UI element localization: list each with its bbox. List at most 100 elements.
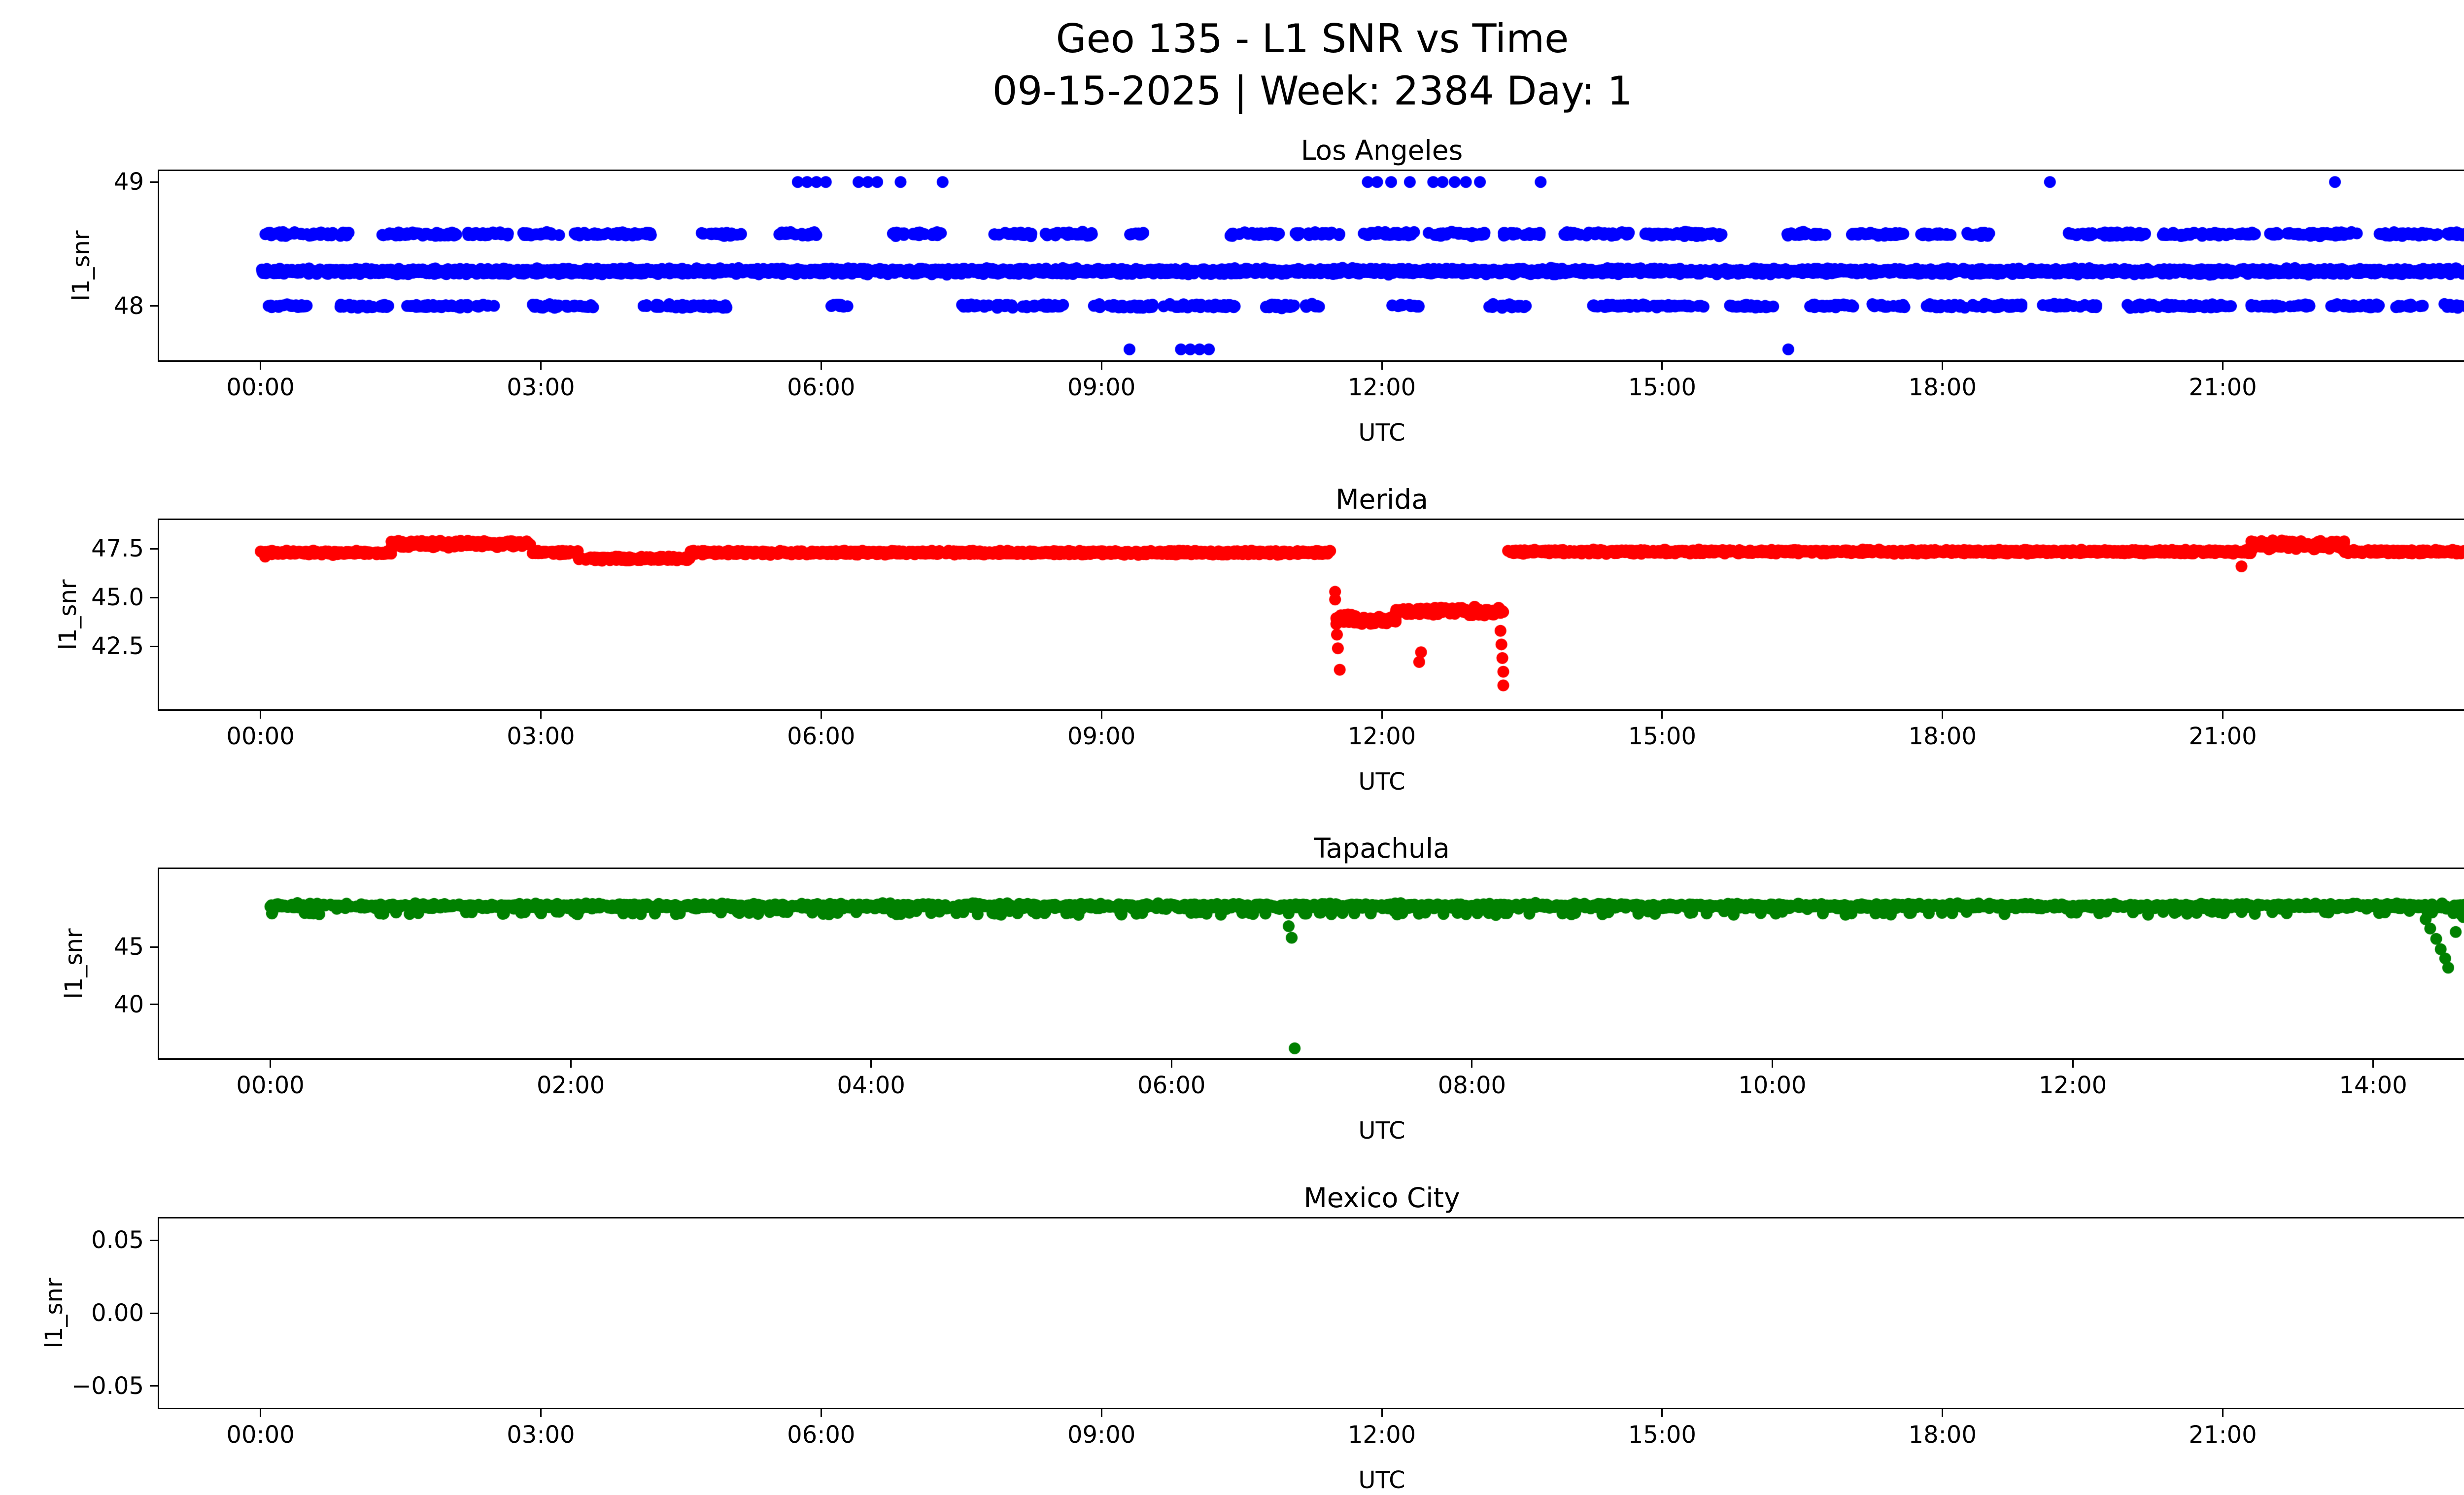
x-tick-mark <box>1942 362 1944 370</box>
x-tick-label: 00:00 <box>2444 723 2464 750</box>
x-tick-mark <box>870 1060 872 1068</box>
x-tick-mark <box>570 1060 572 1068</box>
y-tick-mark <box>150 1312 158 1314</box>
x-tick-mark <box>1381 711 1383 719</box>
y-tick-label: 48 <box>113 292 144 320</box>
y-tick-mark <box>150 181 158 183</box>
figure-title-line1: Geo 135 - L1 SNR vs Time <box>1056 16 1569 62</box>
x-tick-label: 06:00 <box>787 1421 856 1449</box>
x-tick-mark <box>540 711 542 719</box>
x-tick-mark <box>1942 1409 1944 1417</box>
x-tick-mark <box>1471 1060 1473 1068</box>
x-tick-mark <box>1942 711 1944 719</box>
x-tick-label: 00:00 <box>226 723 295 750</box>
x-tick-mark <box>820 362 822 370</box>
x-tick-label: 06:00 <box>787 723 856 750</box>
y-tick-mark <box>150 305 158 307</box>
subplot-title: Merida <box>1335 484 1428 515</box>
scatter-canvas <box>159 171 2464 360</box>
y-tick-label: 42.5 <box>91 632 144 661</box>
x-axis-label: UTC <box>1358 419 1405 447</box>
x-tick-label: 15:00 <box>1628 1421 1696 1449</box>
y-tick-label: 49 <box>113 168 144 196</box>
x-tick-label: 06:00 <box>1137 1072 1206 1099</box>
x-tick-label: 10:00 <box>1738 1072 1807 1099</box>
x-tick-label: 12:00 <box>2038 1072 2107 1099</box>
y-tick-label: 45 <box>113 933 144 961</box>
y-axis-label: l1_snr <box>68 230 95 301</box>
y-tick-label: 40 <box>113 990 144 1018</box>
x-tick-label: 00:00 <box>226 1421 295 1449</box>
x-tick-label: 09:00 <box>1067 1421 1136 1449</box>
x-axis-label: UTC <box>1358 768 1405 796</box>
x-tick-mark <box>1381 362 1383 370</box>
x-tick-label: 04:00 <box>837 1072 905 1099</box>
subplot-title: Tapachula <box>1314 833 1450 864</box>
subplot-title: Los Angeles <box>1300 135 1463 166</box>
figure-title: Geo 135 - L1 SNR vs Time 09-15-2025 | We… <box>0 13 2464 117</box>
x-tick-label: 09:00 <box>1067 723 1136 750</box>
x-tick-label: 00:00 <box>2444 1421 2464 1449</box>
x-tick-label: 12:00 <box>1347 374 1416 401</box>
x-tick-label: 18:00 <box>1908 374 1977 401</box>
plot-area <box>158 170 2464 362</box>
x-axis-label: UTC <box>1358 1117 1405 1145</box>
x-tick-label: 03:00 <box>507 1421 575 1449</box>
scatter-canvas <box>159 1218 2464 1408</box>
x-tick-label: 21:00 <box>2189 723 2257 750</box>
x-tick-mark <box>540 1409 542 1417</box>
x-tick-mark <box>820 1409 822 1417</box>
plot-area <box>158 519 2464 711</box>
x-tick-label: 14:00 <box>2339 1072 2407 1099</box>
subplot-title: Mexico City <box>1303 1182 1460 1214</box>
x-tick-mark <box>1100 362 1102 370</box>
y-tick-label: 45.0 <box>91 584 144 612</box>
y-tick-mark <box>150 946 158 948</box>
x-tick-mark <box>2372 1060 2374 1068</box>
plot-area <box>158 868 2464 1060</box>
x-tick-mark <box>1100 711 1102 719</box>
x-tick-mark <box>1381 1409 1383 1417</box>
x-axis-label: UTC <box>1358 1466 1405 1494</box>
y-tick-mark <box>150 1004 158 1006</box>
x-tick-label: 00:00 <box>226 374 295 401</box>
x-tick-mark <box>2222 711 2224 719</box>
x-tick-mark <box>1661 362 1663 370</box>
x-tick-mark <box>2222 1409 2224 1417</box>
x-tick-mark <box>1771 1060 1773 1068</box>
x-tick-mark <box>2072 1060 2074 1068</box>
x-tick-mark <box>2222 362 2224 370</box>
y-tick-label: −0.05 <box>71 1372 144 1400</box>
x-tick-label: 08:00 <box>1437 1072 1506 1099</box>
x-tick-mark <box>260 362 262 370</box>
x-tick-mark <box>540 362 542 370</box>
figure-title-line2: 09-15-2025 | Week: 2384 Day: 1 <box>992 68 1633 114</box>
y-tick-mark <box>150 1239 158 1241</box>
x-tick-mark <box>260 1409 262 1417</box>
plot-area <box>158 1217 2464 1409</box>
x-tick-label: 15:00 <box>1628 374 1696 401</box>
x-tick-label: 12:00 <box>1347 1421 1416 1449</box>
y-tick-mark <box>150 645 158 647</box>
x-tick-label: 03:00 <box>507 374 575 401</box>
y-tick-mark <box>150 596 158 598</box>
x-tick-label: 02:00 <box>536 1072 605 1099</box>
y-tick-label: 47.5 <box>91 535 144 563</box>
x-tick-label: 18:00 <box>1908 723 1977 750</box>
x-tick-label: 09:00 <box>1067 374 1136 401</box>
x-tick-label: 15:00 <box>1628 723 1696 750</box>
x-tick-mark <box>1661 711 1663 719</box>
x-tick-label: 00:00 <box>236 1072 305 1099</box>
x-tick-mark <box>260 711 262 719</box>
x-tick-mark <box>270 1060 272 1068</box>
x-tick-label: 03:00 <box>507 723 575 750</box>
scatter-canvas <box>159 520 2464 709</box>
x-tick-mark <box>1661 1409 1663 1417</box>
x-tick-label: 00:00 <box>2444 374 2464 401</box>
y-tick-mark <box>150 1385 158 1387</box>
y-tick-label: 0.00 <box>91 1299 144 1327</box>
y-tick-mark <box>150 548 158 550</box>
scatter-canvas <box>159 869 2464 1058</box>
x-tick-mark <box>1170 1060 1172 1068</box>
x-tick-mark <box>820 711 822 719</box>
